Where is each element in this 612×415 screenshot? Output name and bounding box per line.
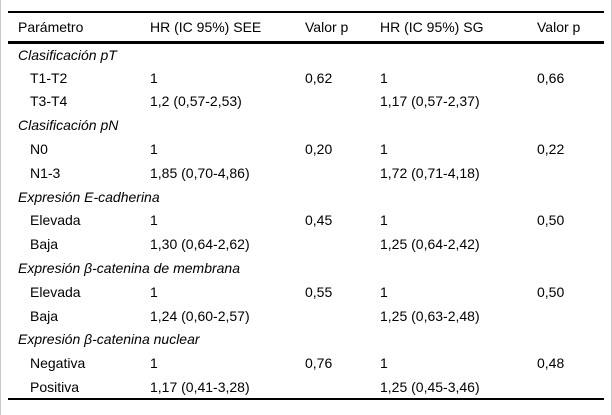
col-header-valor-p-sg: Valor p <box>537 18 581 35</box>
hr-sg-cell: 1 <box>380 212 388 229</box>
p-sg-cell <box>537 304 604 328</box>
table-row: Negativa 1 0,76 1 0,48 <box>8 351 604 375</box>
table-row: N1-3 1,85 (0,70-4,86) 1,72 (0,71-4,18) <box>8 161 604 185</box>
param-cell: Baja <box>30 307 59 324</box>
hr-see-cell: 1 <box>150 141 158 158</box>
p-see-cell <box>305 90 380 114</box>
section-row: Clasificación pN <box>8 113 604 137</box>
p-see-cell <box>305 375 380 399</box>
hr-see-cell: 1 <box>150 283 158 300</box>
p-sg-cell: 0,22 <box>537 141 565 158</box>
section-row: Expresión E-cadherina <box>8 185 604 209</box>
p-see-cell: 0,62 <box>305 69 333 86</box>
hr-see-cell: 1,24 (0,60-2,57) <box>150 307 250 324</box>
p-see-cell: 0,76 <box>305 355 333 372</box>
table-body: Clasificación pT T1-T2 1 0,62 1 0,66 T3-… <box>8 42 604 399</box>
section-row: Expresión β-catenina de membrana <box>8 256 604 280</box>
hr-see-cell: 1 <box>150 355 158 372</box>
hr-see-cell: 1 <box>150 69 158 86</box>
section-title: Expresión β-catenina nuclear <box>18 331 200 348</box>
col-header-hr-see: HR (IC 95%) SEE <box>150 18 262 35</box>
section-title: Expresión E-cadherina <box>18 188 160 205</box>
p-sg-cell: 0,50 <box>537 212 565 229</box>
table-row: Baja 1,30 (0,64-2,62) 1,25 (0,64-2,42) <box>8 232 604 256</box>
param-cell: Negativa <box>30 355 86 372</box>
p-sg-cell: 0,50 <box>537 283 565 300</box>
param-cell: Baja <box>30 236 59 253</box>
hr-sg-cell: 1,25 (0,63-2,48) <box>380 307 480 324</box>
hr-sg-cell: 1 <box>380 355 388 372</box>
param-cell: T3-T4 <box>30 93 68 110</box>
hr-see-cell: 1,30 (0,64-2,62) <box>150 236 250 253</box>
section-row: Expresión β-catenina nuclear <box>8 328 604 352</box>
p-see-cell: 0,45 <box>305 212 333 229</box>
section-title: Clasificación pT <box>18 46 117 63</box>
table-row: Positiva 1,17 (0,41-3,28) 1,25 (0,45-3,4… <box>8 375 604 399</box>
col-header-parametro: Parámetro <box>18 18 84 35</box>
table-row: Elevada 1 0,55 1 0,50 <box>8 280 604 304</box>
hazard-ratio-table: Parámetro HR (IC 95%) SEE Valor p HR (IC… <box>8 11 604 400</box>
hr-sg-cell: 1 <box>380 69 388 86</box>
table-header: Parámetro HR (IC 95%) SEE Valor p HR (IC… <box>8 12 604 42</box>
p-sg-cell <box>537 161 604 185</box>
p-see-cell <box>305 232 380 256</box>
param-cell: Elevada <box>30 283 81 300</box>
p-sg-cell <box>537 232 604 256</box>
hr-sg-cell: 1,25 (0,64-2,42) <box>380 236 480 253</box>
p-see-cell <box>305 161 380 185</box>
param-cell: N1-3 <box>30 164 61 181</box>
p-sg-cell: 0,66 <box>537 69 565 86</box>
col-header-valor-p-see: Valor p <box>305 18 349 35</box>
param-cell: Positiva <box>30 378 80 395</box>
p-see-cell <box>305 304 380 328</box>
hr-see-cell: 1,85 (0,70-4,86) <box>150 164 250 181</box>
table-row: Elevada 1 0,45 1 0,50 <box>8 209 604 233</box>
header-row: Parámetro HR (IC 95%) SEE Valor p HR (IC… <box>8 12 604 42</box>
col-header-hr-sg: HR (IC 95%) SG <box>380 18 484 35</box>
p-sg-cell <box>537 90 604 114</box>
table-row: T1-T2 1 0,62 1 0,66 <box>8 66 604 90</box>
section-row: Clasificación pT <box>8 42 604 66</box>
param-cell: N0 <box>30 141 48 158</box>
p-see-cell: 0,20 <box>305 141 333 158</box>
param-cell: T1-T2 <box>30 69 68 86</box>
section-title: Expresión β-catenina de membrana <box>18 260 241 277</box>
section-title: Clasificación pN <box>18 117 119 134</box>
p-sg-cell <box>537 375 604 399</box>
hr-sg-cell: 1,72 (0,71-4,18) <box>380 164 480 181</box>
table-row: T3-T4 1,2 (0,57-2,53) 1,17 (0,57-2,37) <box>8 90 604 114</box>
table-row: N0 1 0,20 1 0,22 <box>8 137 604 161</box>
hr-sg-cell: 1,17 (0,57-2,37) <box>380 93 480 110</box>
table-row: Baja 1,24 (0,60-2,57) 1,25 (0,63-2,48) <box>8 304 604 328</box>
hr-sg-cell: 1 <box>380 283 388 300</box>
hr-see-cell: 1,17 (0,41-3,28) <box>150 378 250 395</box>
hr-see-cell: 1 <box>150 212 158 229</box>
p-sg-cell: 0,48 <box>537 355 565 372</box>
hr-sg-cell: 1,25 (0,45-3,46) <box>380 378 480 395</box>
hr-see-cell: 1,2 (0,57-2,53) <box>150 93 242 110</box>
p-see-cell: 0,55 <box>305 283 333 300</box>
param-cell: Elevada <box>30 212 81 229</box>
hr-sg-cell: 1 <box>380 141 388 158</box>
